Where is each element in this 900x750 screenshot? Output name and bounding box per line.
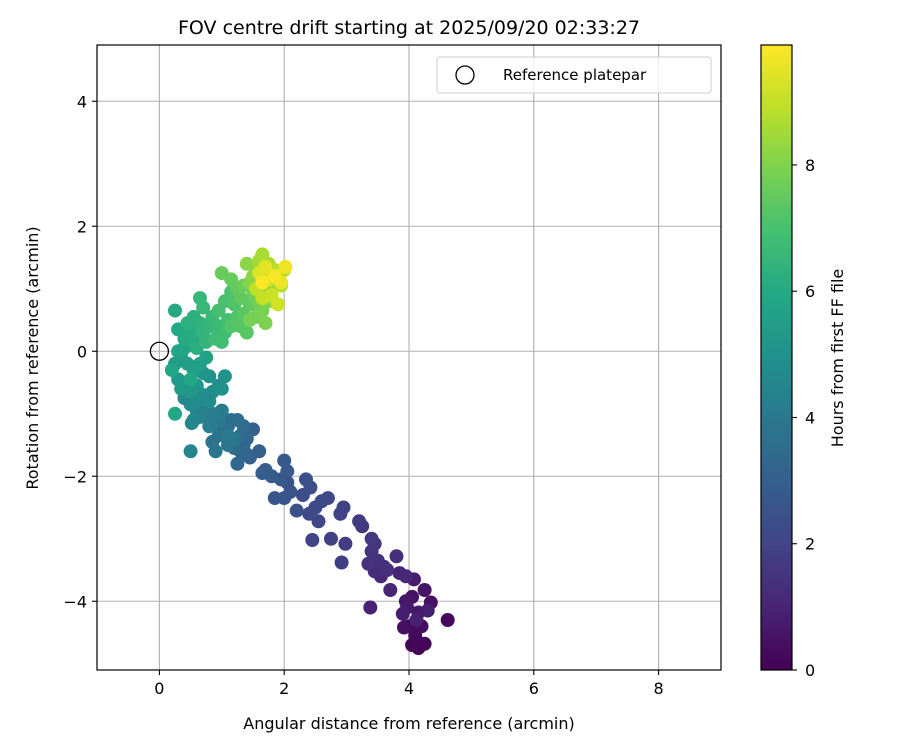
- data-point: [299, 472, 313, 487]
- y-tick-label: −4: [63, 592, 87, 611]
- data-point: [280, 464, 295, 479]
- y-axis-ticks: −4 −2 0 2 4: [63, 92, 97, 611]
- legend-box: [436, 56, 712, 94]
- data-point: [389, 549, 404, 564]
- data-point: [380, 563, 395, 577]
- data-point: [168, 406, 182, 421]
- data-point: [409, 613, 424, 627]
- data-point: [199, 350, 214, 365]
- data-point: [184, 416, 199, 431]
- colorbar-tick-label: 0: [805, 661, 815, 680]
- data-point: [305, 533, 320, 547]
- y-tick-label: −2: [63, 467, 87, 486]
- x-tick-label: 2: [279, 679, 289, 698]
- data-point: [214, 266, 229, 281]
- colorbar-tick-label: 2: [805, 535, 815, 554]
- colorbar-tick-label: 6: [805, 282, 815, 301]
- y-tick-label: 4: [77, 92, 87, 111]
- data-point: [302, 506, 317, 521]
- data-point: [395, 606, 410, 621]
- data-point: [277, 453, 292, 468]
- data-point: [278, 259, 293, 274]
- x-tick-label: 4: [404, 679, 414, 698]
- data-point: [267, 269, 282, 284]
- y-tick-label: 0: [77, 342, 87, 361]
- data-point: [202, 419, 217, 434]
- colorbar-ticks: 0 2 4 6 8: [792, 156, 815, 680]
- data-point: [168, 303, 182, 318]
- colorbar-tick-label: 4: [805, 408, 815, 427]
- data-point: [417, 583, 432, 597]
- data-point: [383, 583, 398, 597]
- colorbar-gradient: [760, 44, 793, 671]
- data-point: [183, 372, 198, 387]
- data-point: [255, 275, 270, 290]
- colorbar-label: Hours from first FF file: [828, 269, 847, 448]
- data-point: [398, 569, 413, 584]
- data-point: [258, 316, 273, 331]
- data-point: [217, 369, 232, 384]
- y-axis-label: Rotation from reference (arcmin): [23, 226, 42, 489]
- x-tick-label: 8: [654, 679, 664, 698]
- data-point: [334, 555, 349, 570]
- data-point: [208, 444, 223, 459]
- legend: Reference platepar: [436, 56, 712, 94]
- colorbar: 0 2 4 6 8 Hours from first FF file: [760, 44, 847, 680]
- chart-title: FOV centre drift starting at 2025/09/20 …: [178, 17, 640, 39]
- data-point: [420, 603, 435, 618]
- data-points: [164, 247, 455, 656]
- data-point: [267, 491, 282, 506]
- data-point: [440, 613, 455, 627]
- legend-marker-open-circle: [455, 65, 475, 85]
- data-point: [338, 536, 353, 551]
- x-tick-label: 0: [154, 679, 164, 698]
- data-point: [289, 503, 304, 518]
- data-point: [397, 620, 411, 635]
- reference-platepar-marker: [149, 341, 170, 361]
- data-point: [214, 381, 229, 396]
- x-axis-ticks: 0 2 4 6 8: [154, 670, 664, 698]
- data-point: [255, 466, 270, 481]
- x-axis-label: Angular distance from reference (arcmin): [243, 714, 574, 733]
- data-point: [258, 259, 273, 274]
- data-point: [352, 514, 367, 529]
- data-point: [171, 344, 186, 359]
- data-point: [311, 514, 326, 529]
- data-point: [164, 363, 179, 377]
- colorbar-tick-label: 8: [805, 156, 815, 175]
- data-point: [183, 444, 198, 459]
- data-point: [239, 325, 254, 340]
- data-point: [361, 556, 376, 571]
- data-point: [242, 313, 257, 327]
- data-point: [271, 297, 285, 312]
- data-point: [333, 506, 348, 521]
- x-tick-label: 6: [529, 679, 539, 698]
- data-point: [417, 636, 432, 651]
- data-point: [364, 531, 379, 546]
- y-tick-label: 2: [77, 217, 87, 236]
- legend-label: Reference platepar: [503, 66, 647, 84]
- data-point: [363, 600, 378, 615]
- data-point: [221, 428, 235, 443]
- data-point: [196, 300, 211, 315]
- data-point: [230, 456, 245, 471]
- data-point: [324, 531, 338, 546]
